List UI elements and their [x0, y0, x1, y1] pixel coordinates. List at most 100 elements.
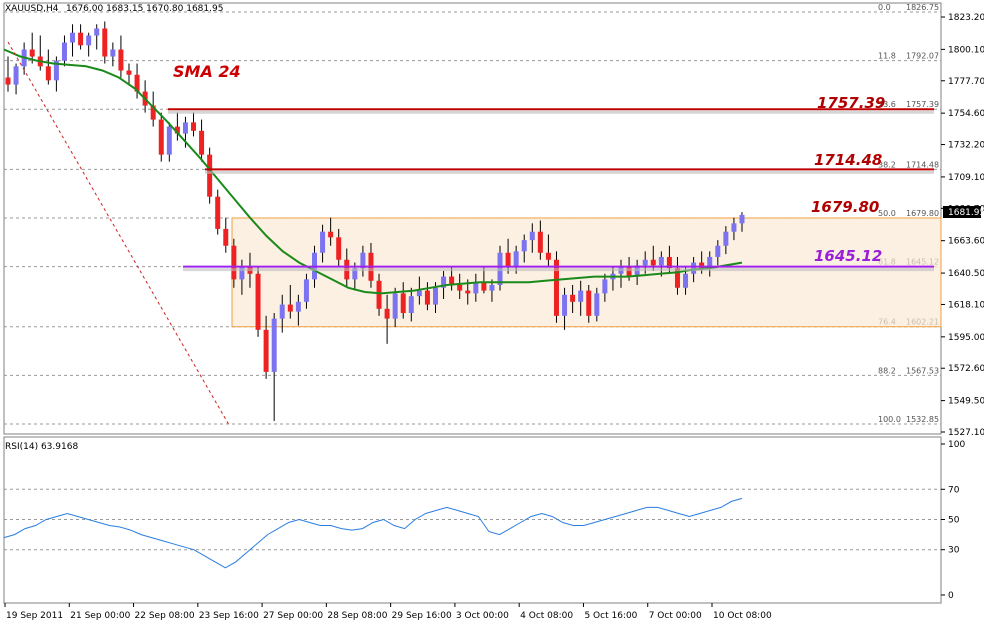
candle-body — [215, 196, 221, 229]
candle-body — [465, 290, 471, 294]
candle-body — [562, 294, 568, 316]
candle-body — [29, 49, 35, 57]
candle-body — [61, 42, 67, 61]
candle-body — [150, 105, 156, 120]
candle-body — [723, 231, 729, 246]
candle-body — [432, 287, 438, 305]
candle-body — [328, 231, 334, 238]
level-label-1679: 1679.80 — [811, 198, 879, 216]
time-tick-label: 29 Sep 16:00 — [392, 611, 452, 621]
candle-body — [424, 290, 430, 305]
candle-body — [441, 276, 447, 288]
time-tick-label: 27 Sep 00:00 — [263, 611, 323, 621]
time-tick-label: 4 Oct 08:00 — [520, 611, 573, 621]
price-tick-label: 1527.10 — [948, 428, 984, 438]
candle-body — [683, 273, 689, 288]
candle-body — [303, 279, 309, 302]
time-tick-label: 5 Oct 16:00 — [584, 611, 637, 621]
fib-percent-label: 50.0 — [878, 209, 896, 218]
price-tick-label: 1777.70 — [948, 77, 984, 87]
time-axis: 19 Sep 2011 21 Sep 00:00 22 Sep 08:00 23 Se… — [4, 603, 772, 621]
candle-body — [400, 293, 406, 314]
candle-body — [384, 308, 390, 319]
candle-body — [102, 28, 108, 57]
candle-body — [86, 35, 92, 46]
candle-body — [255, 273, 261, 330]
fib-price-label: 1567.53 — [906, 366, 939, 375]
rsi-tick-label: 100 — [948, 440, 965, 450]
candle-body — [392, 293, 398, 319]
candle-body — [521, 240, 527, 252]
candle-body — [279, 304, 285, 319]
price-tick-label: 1709.10 — [948, 173, 984, 183]
candle-body — [191, 122, 197, 131]
candle-body — [545, 252, 551, 260]
candle-body — [263, 329, 269, 372]
price-tick-label: 1800.10 — [948, 45, 984, 55]
candle-body — [166, 126, 172, 155]
candle-body — [174, 126, 180, 134]
candle-body — [70, 32, 76, 43]
candlesticks — [5, 21, 745, 421]
candle-body — [271, 318, 277, 372]
rsi-label: RSI(14) 63.9168 — [5, 442, 78, 452]
fib-price-label: 1532.85 — [906, 415, 939, 424]
candle-body — [666, 256, 672, 269]
candle-body — [158, 119, 164, 155]
fib-price-label: 1679.80 — [906, 209, 939, 218]
candle-body — [658, 256, 664, 266]
candle-body — [626, 266, 632, 277]
rsi-panel: 100 70 50 30 0 — [4, 440, 965, 601]
candle-body — [376, 280, 382, 309]
candle-body — [513, 251, 519, 267]
time-tick-label: 28 Sep 08:00 — [327, 611, 387, 621]
candle-body — [739, 214, 745, 224]
symbol-title: XAUUSD,H4 — [5, 4, 59, 14]
candle-body — [731, 223, 737, 232]
candle-body — [13, 66, 19, 85]
rsi-line — [3, 497, 743, 569]
candle-body — [199, 130, 205, 155]
candle-body — [570, 294, 576, 302]
fib-percent-label: 100.0 — [878, 415, 901, 424]
horizontal-levels[interactable] — [168, 108, 934, 272]
price-tick-label: 1618.10 — [948, 300, 984, 310]
fib-percent-label: 23.6 — [878, 100, 896, 109]
candle-body — [489, 284, 495, 291]
candle-body — [134, 74, 140, 92]
candle-body — [642, 259, 648, 266]
rsi-tick-label: 30 — [948, 546, 960, 556]
candle-body — [674, 268, 680, 288]
candle-body — [239, 266, 245, 280]
fib-percent-label: 88.2 — [878, 366, 896, 375]
fib-price-label: 1826.75 — [906, 3, 939, 12]
candle-body — [707, 256, 713, 269]
candle-body — [650, 259, 656, 266]
candle-body — [449, 276, 455, 285]
candle-body — [457, 284, 463, 291]
time-tick-label: 19 Sep 2011 — [6, 611, 63, 621]
rsi-tick-label: 0 — [948, 591, 954, 601]
fib-percent-label: 0.0 — [878, 3, 891, 12]
fib-percent-label: 38.2 — [878, 160, 896, 169]
candle-body — [118, 49, 124, 71]
candle-body — [126, 70, 132, 75]
fib-trend-line — [7, 41, 230, 426]
candle-body — [45, 66, 51, 81]
candle-body — [715, 245, 721, 257]
candle-body — [586, 290, 592, 316]
price-tick-label: 1754.60 — [948, 109, 984, 119]
price-tick-label: 1663.60 — [948, 237, 984, 247]
candle-body — [537, 231, 543, 253]
time-tick-label: 7 Oct 00:00 — [649, 611, 702, 621]
candle-body — [94, 28, 100, 36]
candle-body — [602, 279, 608, 294]
price-tick-label: 1823.20 — [948, 13, 984, 23]
time-tick-label: 21 Sep 00:00 — [70, 611, 130, 621]
candle-body — [53, 60, 59, 81]
fib-price-label: 1792.07 — [906, 52, 939, 61]
price-tick-label: 1640.50 — [948, 269, 984, 279]
price-tick-label: 1572.60 — [948, 364, 984, 374]
fib-price-label: 1757.39 — [906, 100, 939, 109]
